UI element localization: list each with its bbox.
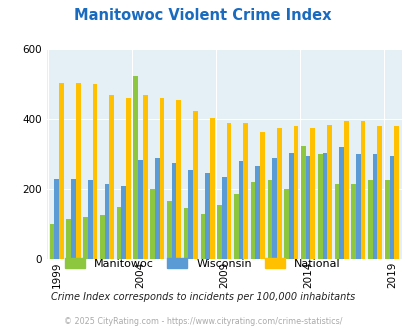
Bar: [138, 159, 143, 259]
Bar: [143, 95, 147, 259]
Bar: [288, 152, 293, 259]
Bar: [334, 184, 339, 259]
Bar: [360, 121, 364, 259]
Bar: [310, 128, 314, 259]
Bar: [117, 207, 121, 259]
Bar: [305, 156, 310, 259]
Bar: [243, 123, 247, 259]
Bar: [200, 214, 205, 259]
Bar: [393, 126, 398, 259]
Bar: [222, 177, 226, 259]
Bar: [166, 201, 171, 259]
Bar: [255, 167, 260, 259]
Bar: [372, 154, 377, 259]
Bar: [339, 147, 343, 259]
Bar: [267, 181, 272, 259]
Bar: [76, 83, 80, 259]
Bar: [59, 83, 64, 259]
Bar: [301, 146, 305, 259]
Bar: [155, 158, 159, 259]
Bar: [83, 217, 88, 259]
Bar: [66, 219, 71, 259]
Bar: [188, 170, 193, 259]
Bar: [226, 123, 231, 259]
Bar: [260, 132, 264, 259]
Bar: [367, 181, 372, 259]
Bar: [317, 154, 322, 259]
Bar: [54, 179, 59, 259]
Bar: [343, 121, 348, 259]
Bar: [322, 152, 326, 259]
Bar: [92, 84, 97, 259]
Bar: [326, 125, 331, 259]
Bar: [121, 186, 126, 259]
Bar: [193, 111, 197, 259]
Text: Crime Index corresponds to incidents per 100,000 inhabitants: Crime Index corresponds to incidents per…: [51, 292, 354, 302]
Bar: [159, 98, 164, 259]
Bar: [388, 156, 393, 259]
Bar: [384, 181, 388, 259]
Bar: [276, 128, 281, 259]
Bar: [293, 126, 298, 259]
Text: © 2025 CityRating.com - https://www.cityrating.com/crime-statistics/: © 2025 CityRating.com - https://www.city…: [64, 317, 341, 326]
Bar: [109, 95, 114, 259]
Text: Manitowoc Violent Crime Index: Manitowoc Violent Crime Index: [74, 8, 331, 23]
Bar: [238, 161, 243, 259]
Bar: [183, 209, 188, 259]
Bar: [100, 215, 104, 259]
Bar: [250, 182, 255, 259]
Bar: [176, 100, 181, 259]
Bar: [205, 174, 209, 259]
Bar: [209, 117, 214, 259]
Bar: [284, 189, 288, 259]
Bar: [133, 76, 138, 259]
Bar: [150, 189, 155, 259]
Bar: [126, 98, 130, 259]
Bar: [104, 184, 109, 259]
Bar: [377, 126, 381, 259]
Bar: [71, 179, 76, 259]
Bar: [171, 163, 176, 259]
Bar: [355, 154, 360, 259]
Legend: Manitowoc, Wisconsin, National: Manitowoc, Wisconsin, National: [61, 254, 344, 273]
Bar: [88, 181, 92, 259]
Bar: [350, 184, 355, 259]
Bar: [49, 224, 54, 259]
Bar: [233, 194, 238, 259]
Bar: [272, 158, 276, 259]
Bar: [217, 205, 222, 259]
